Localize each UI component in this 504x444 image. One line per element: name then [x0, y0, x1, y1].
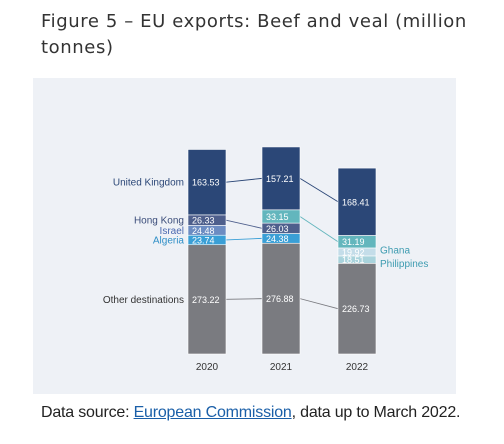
- series-label-united-kingdom: United Kingdom: [113, 178, 184, 189]
- connector-line-algeria-2020: [225, 237, 263, 241]
- data-label-series-6-2022: 31.19: [342, 237, 365, 247]
- data-label-united-kingdom-2021: 157.21: [266, 174, 294, 184]
- data-label-united-kingdom-2022: 168.41: [342, 197, 370, 207]
- connector-line-series-6-2021: [299, 216, 339, 243]
- series-label-hong-kong: Hong Kong: [134, 216, 184, 227]
- connector-line-united-kingdom-2020: [225, 177, 263, 183]
- bar-segment-other-destinations-2020: [187, 244, 227, 355]
- connector-line-other-destinations-2020: [225, 298, 263, 300]
- bar-segment-united-kingdom-2021: [261, 146, 301, 211]
- bar-segment-other-destinations-2022: [337, 263, 377, 355]
- data-label-other-destinations-2020: 273.22: [192, 295, 220, 305]
- connector-line-united-kingdom-2021: [299, 177, 339, 203]
- bar-segment-other-destinations-2021: [261, 242, 301, 355]
- series-label-israel: Israel: [160, 226, 184, 237]
- series-label-ghana: Ghana: [380, 245, 410, 256]
- bar-segment-united-kingdom-2020: [187, 149, 227, 216]
- x-tick-label-2021: 2021: [270, 362, 293, 373]
- data-label-other-destinations-2022: 226.73: [342, 304, 370, 314]
- series-label-algeria: Algeria: [153, 235, 185, 246]
- data-source-note: Data source: European Commission, data u…: [41, 404, 501, 422]
- figure-title: Figure 5 – EU exports: Beef and veal (mi…: [41, 11, 467, 58]
- source-suffix: , data up to March 2022.: [291, 404, 461, 421]
- connector-line-other-destinations-2021: [299, 298, 339, 310]
- x-tick-label-2020: 2020: [196, 362, 219, 373]
- series-label-philippines: Philippines: [380, 259, 428, 270]
- data-label-ghana-2022: 19.92: [342, 247, 365, 257]
- data-label-philippines-2022: 18.51: [342, 255, 365, 265]
- data-label-other-destinations-2021: 276.88: [266, 294, 294, 304]
- chart-panel: [33, 78, 456, 394]
- series-label-other-destinations: Other destinations: [103, 295, 184, 306]
- connector-lines: [225, 177, 339, 310]
- connector-line-hong-kong-2020: [225, 219, 263, 229]
- european-commission-link[interactable]: European Commission: [133, 404, 292, 421]
- data-label-algeria-2021: 24.38: [266, 234, 289, 244]
- data-label-algeria-2020: 23.74: [192, 235, 215, 245]
- data-label-hong-kong-2020: 26.33: [192, 216, 215, 226]
- bar-segment-united-kingdom-2022: [337, 167, 377, 236]
- data-label-series-6-2021: 33.15: [266, 212, 289, 222]
- x-tick-label-2022: 2022: [346, 362, 369, 373]
- data-label-israel-2020: 24.48: [192, 226, 215, 236]
- source-prefix: Data source:: [41, 404, 134, 421]
- data-label-hong-kong-2021: 26.03: [266, 224, 289, 234]
- data-label-united-kingdom-2020: 163.53: [192, 178, 220, 188]
